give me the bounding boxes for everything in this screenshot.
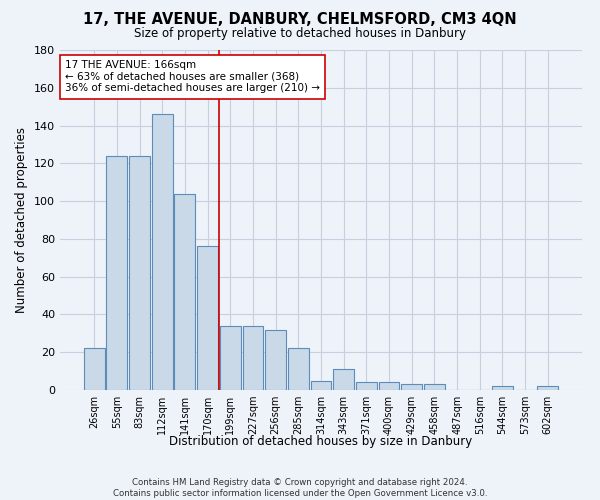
Text: 17 THE AVENUE: 166sqm
← 63% of detached houses are smaller (368)
36% of semi-det: 17 THE AVENUE: 166sqm ← 63% of detached … [65, 60, 320, 94]
Bar [288, 348, 309, 390]
Bar [311, 380, 331, 390]
Bar [106, 156, 127, 390]
Bar [333, 369, 354, 390]
Bar [175, 194, 196, 390]
Bar [84, 348, 104, 390]
Y-axis label: Number of detached properties: Number of detached properties [16, 127, 28, 313]
Bar [356, 382, 377, 390]
Bar [424, 384, 445, 390]
Bar [538, 386, 558, 390]
Bar [242, 326, 263, 390]
Text: Contains HM Land Registry data © Crown copyright and database right 2024.
Contai: Contains HM Land Registry data © Crown c… [113, 478, 487, 498]
Text: Size of property relative to detached houses in Danbury: Size of property relative to detached ho… [134, 28, 466, 40]
Bar [129, 156, 150, 390]
Text: 17, THE AVENUE, DANBURY, CHELMSFORD, CM3 4QN: 17, THE AVENUE, DANBURY, CHELMSFORD, CM3… [83, 12, 517, 28]
Bar [220, 326, 241, 390]
Bar [152, 114, 173, 390]
Bar [197, 246, 218, 390]
Bar [379, 382, 400, 390]
Text: Distribution of detached houses by size in Danbury: Distribution of detached houses by size … [169, 435, 473, 448]
Bar [492, 386, 513, 390]
Bar [265, 330, 286, 390]
Bar [401, 384, 422, 390]
